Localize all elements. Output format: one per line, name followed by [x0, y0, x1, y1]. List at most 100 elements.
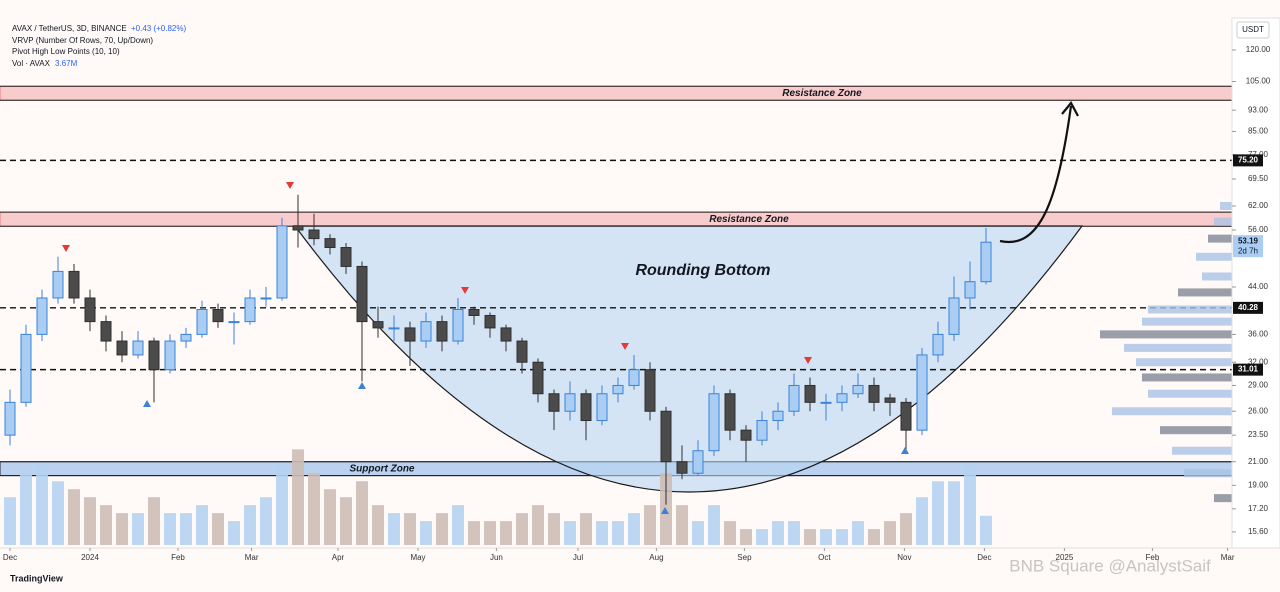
x-tick-label: Mar [1221, 553, 1235, 562]
zone-label: Support Zone [350, 463, 415, 474]
profile-bar [1196, 252, 1232, 261]
x-tick-label: 2024 [81, 553, 99, 562]
candle-body [852, 384, 864, 395]
volume-bar [20, 473, 32, 545]
volume-bar [116, 513, 128, 545]
candle-body [228, 321, 240, 324]
candle-body [596, 393, 608, 422]
y-tick-label: 19.00 [1248, 480, 1269, 489]
candle-body [324, 238, 336, 249]
candle-body [84, 297, 96, 323]
pivot-high [62, 245, 70, 252]
countdown: 2d 7h [1238, 246, 1258, 255]
volume-bar [548, 513, 560, 545]
profile-bar [1178, 288, 1232, 297]
candle-body [564, 393, 576, 412]
x-tick-label: Nov [897, 553, 911, 562]
candle-body [388, 327, 400, 330]
candle-body [308, 229, 320, 240]
volume-bar [868, 529, 880, 545]
level-box [1233, 154, 1263, 167]
volume-bar [916, 497, 928, 545]
candles [4, 194, 992, 505]
volume-bar [68, 489, 80, 545]
y-tick-label: 36.00 [1248, 329, 1269, 338]
x-tick-label: Apr [332, 553, 345, 562]
x-tick-label: Dec [3, 553, 17, 562]
volume-bar [4, 497, 16, 545]
candle-body [628, 369, 640, 386]
volume-bar [340, 497, 352, 545]
candle-body [820, 401, 832, 404]
candle-body [356, 265, 368, 323]
level-box [1233, 301, 1263, 314]
volume-bar [292, 449, 304, 545]
profile-bar [1148, 305, 1232, 314]
projection-arrow [999, 105, 1073, 244]
candle-body [180, 333, 192, 342]
volume-bar [900, 513, 912, 545]
y-tick-label: 23.50 [1248, 430, 1269, 439]
candle-body [292, 225, 304, 231]
volume-bar [196, 505, 208, 545]
pivot-high [286, 182, 294, 189]
watermark: BNB Square @AnalystSaif [1009, 556, 1211, 575]
candle-body [404, 327, 416, 342]
profile-bar [1184, 469, 1232, 478]
volume-bar [452, 505, 464, 545]
profile-bar [1214, 494, 1232, 503]
candle-body [484, 314, 496, 329]
volume-bar [964, 465, 976, 545]
candle-body [340, 247, 352, 267]
volume-bar [820, 529, 832, 545]
candle-body [244, 297, 256, 323]
volume-bar [372, 505, 384, 545]
candle-body [724, 393, 736, 431]
axis-unit: USDT [1242, 25, 1264, 34]
candle-body [532, 361, 544, 395]
pivot-high [804, 357, 812, 364]
volume-bar [852, 521, 864, 545]
y-tick-label: 105.00 [1246, 77, 1271, 86]
volume-bar [164, 513, 176, 545]
volume-bar [644, 505, 656, 545]
volume-bar [884, 521, 896, 545]
volume-bar [516, 513, 528, 545]
volume-bar [212, 513, 224, 545]
volume-bar [708, 505, 720, 545]
volume-bar [388, 513, 400, 545]
candle-body [52, 270, 64, 299]
annotation: Rounding Bottom [635, 262, 770, 279]
candle-body [164, 340, 176, 371]
profile-bar [1220, 201, 1232, 210]
candle-body [900, 401, 912, 431]
indicator: Vol · AVAX [12, 59, 51, 68]
y-tick-label: 17.20 [1248, 504, 1269, 513]
y-tick-label: 62.00 [1248, 201, 1269, 210]
unit-box [1236, 21, 1270, 39]
candle-body [916, 354, 928, 431]
candle-body [212, 308, 224, 323]
candle-body [20, 333, 32, 403]
candle-body [660, 410, 672, 463]
pivot-low [661, 507, 669, 514]
y-tick-label: 120.00 [1246, 45, 1271, 54]
candle-body [964, 281, 976, 299]
candle-body [116, 340, 128, 356]
x-tick-label: Dec [977, 553, 991, 562]
volume-bar [244, 505, 256, 545]
y-tick-label: 21.00 [1248, 457, 1269, 466]
profile-bar [1160, 426, 1232, 435]
pivot-low [901, 447, 909, 454]
volume-bar [148, 497, 160, 545]
candle-body [452, 308, 464, 342]
y-tick-label: 32.00 [1248, 357, 1269, 366]
candle-body [500, 327, 512, 342]
level-label: 31.01 [1238, 365, 1259, 374]
volume-bar [580, 513, 592, 545]
volume-bar [276, 465, 288, 545]
volume-bar [52, 481, 64, 545]
profile-bar [1148, 389, 1232, 398]
candle-body [516, 340, 528, 363]
axis-labels: 15.60 17.20 19.00 21.00 23.50 26.00 29.00 32.00… [1232, 45, 1271, 536]
